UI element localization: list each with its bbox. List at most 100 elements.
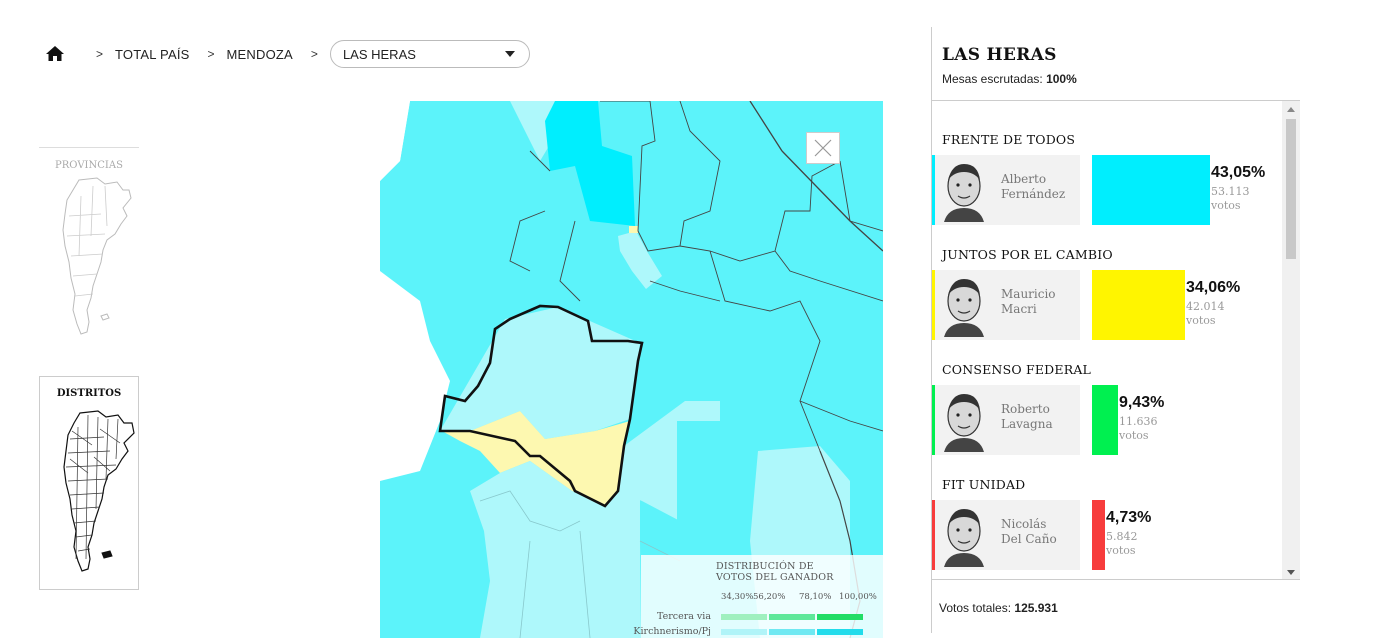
candidate-photo [944,509,984,567]
close-icon [814,139,832,157]
party-name: JUNTOS POR EL CAMBIO [942,247,1113,262]
votes-label: votos [1186,314,1216,327]
result-votes: 53.113 votos [1211,185,1250,213]
result-bar [1092,155,1210,225]
scrollbar[interactable] [1282,101,1300,579]
party-color-edge [932,155,935,225]
legend-swatch [817,629,863,635]
chevron-down-icon [504,51,515,57]
result-percentage: 43,05% [1211,164,1266,181]
candidate-first-name: Roberto [1001,402,1050,416]
legend-swatch [817,614,863,620]
mesas-label: Mesas escrutadas: [942,72,1043,86]
candidate-name: Nicolás Del Caño [1001,517,1057,547]
legend-row-tercera-via: Tercera via [641,611,881,623]
legend-swatch [769,614,815,620]
candidate-card[interactable]: Roberto Lavagna [932,385,1080,455]
candidate-card[interactable]: Nicolás Del Caño [932,500,1080,570]
candidate-first-name: Alberto [1001,172,1047,186]
votes-label: votos [1211,199,1241,212]
votes-count: 53.113 [1211,185,1250,198]
total-votes-label: Votos totales: [939,601,1012,615]
votes-count: 5.842 [1106,530,1138,543]
party-name: FIT UNIDAD [942,477,1026,492]
legend-title: DISTRIBUCIÓN DE VOTOS DEL GANADOR [716,561,834,583]
votes-count: 42.014 [1186,300,1225,313]
party-name: FRENTE DE TODOS [942,132,1076,147]
legend-tick: 34,30% [721,592,754,602]
breadcrumb-separator: > [207,47,215,61]
candidate-photo [944,279,984,337]
result-bar [1092,270,1185,340]
mesas-escrutadas: Mesas escrutadas: 100% [942,72,1077,86]
breadcrumb-separator: > [310,47,318,61]
legend-tick: 56,20% [753,592,786,602]
party-color-edge [932,500,935,570]
total-votes: Votos totales: 125.931 [939,601,1058,615]
result-percentage: 4,73% [1106,509,1152,526]
breadcrumb: > TOTAL PAÍS > MENDOZA > LAS HERAS [44,40,530,68]
scrollbar-thumb[interactable] [1286,119,1296,259]
candidate-last-name: Del Caño [1001,532,1057,546]
total-votes-value: 125.931 [1014,601,1058,615]
candidate-name: Alberto Fernández [1001,172,1065,202]
list-item: JUNTOS POR EL CAMBIO Mauricio Macri 34,06% 4… [932,247,1282,362]
legend-row-label: Kirchnerismo/Pj [633,626,711,637]
result-votes: 42.014 votos [1186,300,1225,328]
scroll-down-icon[interactable] [1287,570,1295,575]
result-percentage: 34,06% [1186,279,1241,296]
breadcrumb-separator: > [96,47,104,61]
list-item: CONSENSO FEDERAL Roberto Lavagna 9,43% 11.63… [932,362,1282,477]
districts-minimap[interactable]: DISTRITOS [39,376,139,590]
provinces-minimap[interactable]: PROVINCIAS [39,147,139,347]
legend-title-line2: VOTOS DEL GANADOR [716,572,834,583]
result-votes: 5.842 votos [1106,530,1138,558]
mesas-value: 100% [1046,72,1077,86]
district-map[interactable]: DISTRIBUCIÓN DE VOTOS DEL GANADOR 34,30%… [380,101,883,638]
districts-label: DISTRITOS [56,388,122,399]
district-select-value: LAS HERAS [342,46,416,62]
votes-count: 11.636 [1119,415,1158,428]
candidate-list[interactable]: FRENTE DE TODOS Alberto Fernández 43,05% 53.… [932,100,1300,580]
result-bar [1092,385,1118,455]
argentina-provinces-map [62,177,132,335]
legend-tick: 100,00% [839,592,877,602]
result-votes: 11.636 votos [1119,415,1158,443]
candidate-last-name: Fernández [1001,187,1066,201]
candidate-last-name: Lavagna [1001,417,1053,431]
party-color-edge [932,270,935,340]
legend-swatch [721,614,767,620]
legend-tick: 78,10% [799,592,832,602]
district-select[interactable]: LAS HERAS [329,40,530,68]
home-icon[interactable] [44,43,66,65]
breadcrumb-mendoza[interactable]: MENDOZA [226,46,293,62]
results-panel: LAS HERAS Mesas escrutadas: 100% FRENTE … [931,27,1300,633]
candidate-photo [944,164,984,222]
map-legend: DISTRIBUCIÓN DE VOTOS DEL GANADOR 34,30%… [633,555,883,638]
candidate-first-name: Nicolás [1001,517,1047,531]
candidate-last-name: Macri [1001,302,1037,316]
votes-label: votos [1106,544,1136,557]
candidate-name: Mauricio Macri [1001,287,1056,317]
result-percentage: 9,43% [1119,394,1165,411]
candidate-card[interactable]: Alberto Fernández [932,155,1080,225]
map-canvas[interactable] [380,101,883,638]
candidate-name: Roberto Lavagna [1001,402,1053,432]
list-item: FIT UNIDAD Nicolás Del Caño 4,73% 5.842 votos [932,477,1282,579]
votes-label: votos [1119,429,1149,442]
panel-title: LAS HERAS [942,45,1057,65]
candidate-first-name: Mauricio [1001,287,1056,301]
legend-row-kirchnerismo: Kirchnerismo/Pj [633,626,881,638]
scroll-up-icon[interactable] [1287,107,1295,112]
provinces-label: PROVINCIAS [55,160,123,171]
argentina-districts-map [63,410,135,572]
breadcrumb-total-pais[interactable]: TOTAL PAÍS [115,46,190,62]
candidate-card[interactable]: Mauricio Macri [932,270,1080,340]
legend-title-line1: DISTRIBUCIÓN DE [716,561,814,572]
result-bar [1092,500,1105,570]
legend-swatch [721,629,767,635]
party-color-edge [932,385,935,455]
list-item: FRENTE DE TODOS Alberto Fernández 43,05% 53.… [932,132,1282,247]
close-map-button[interactable] [806,132,840,164]
